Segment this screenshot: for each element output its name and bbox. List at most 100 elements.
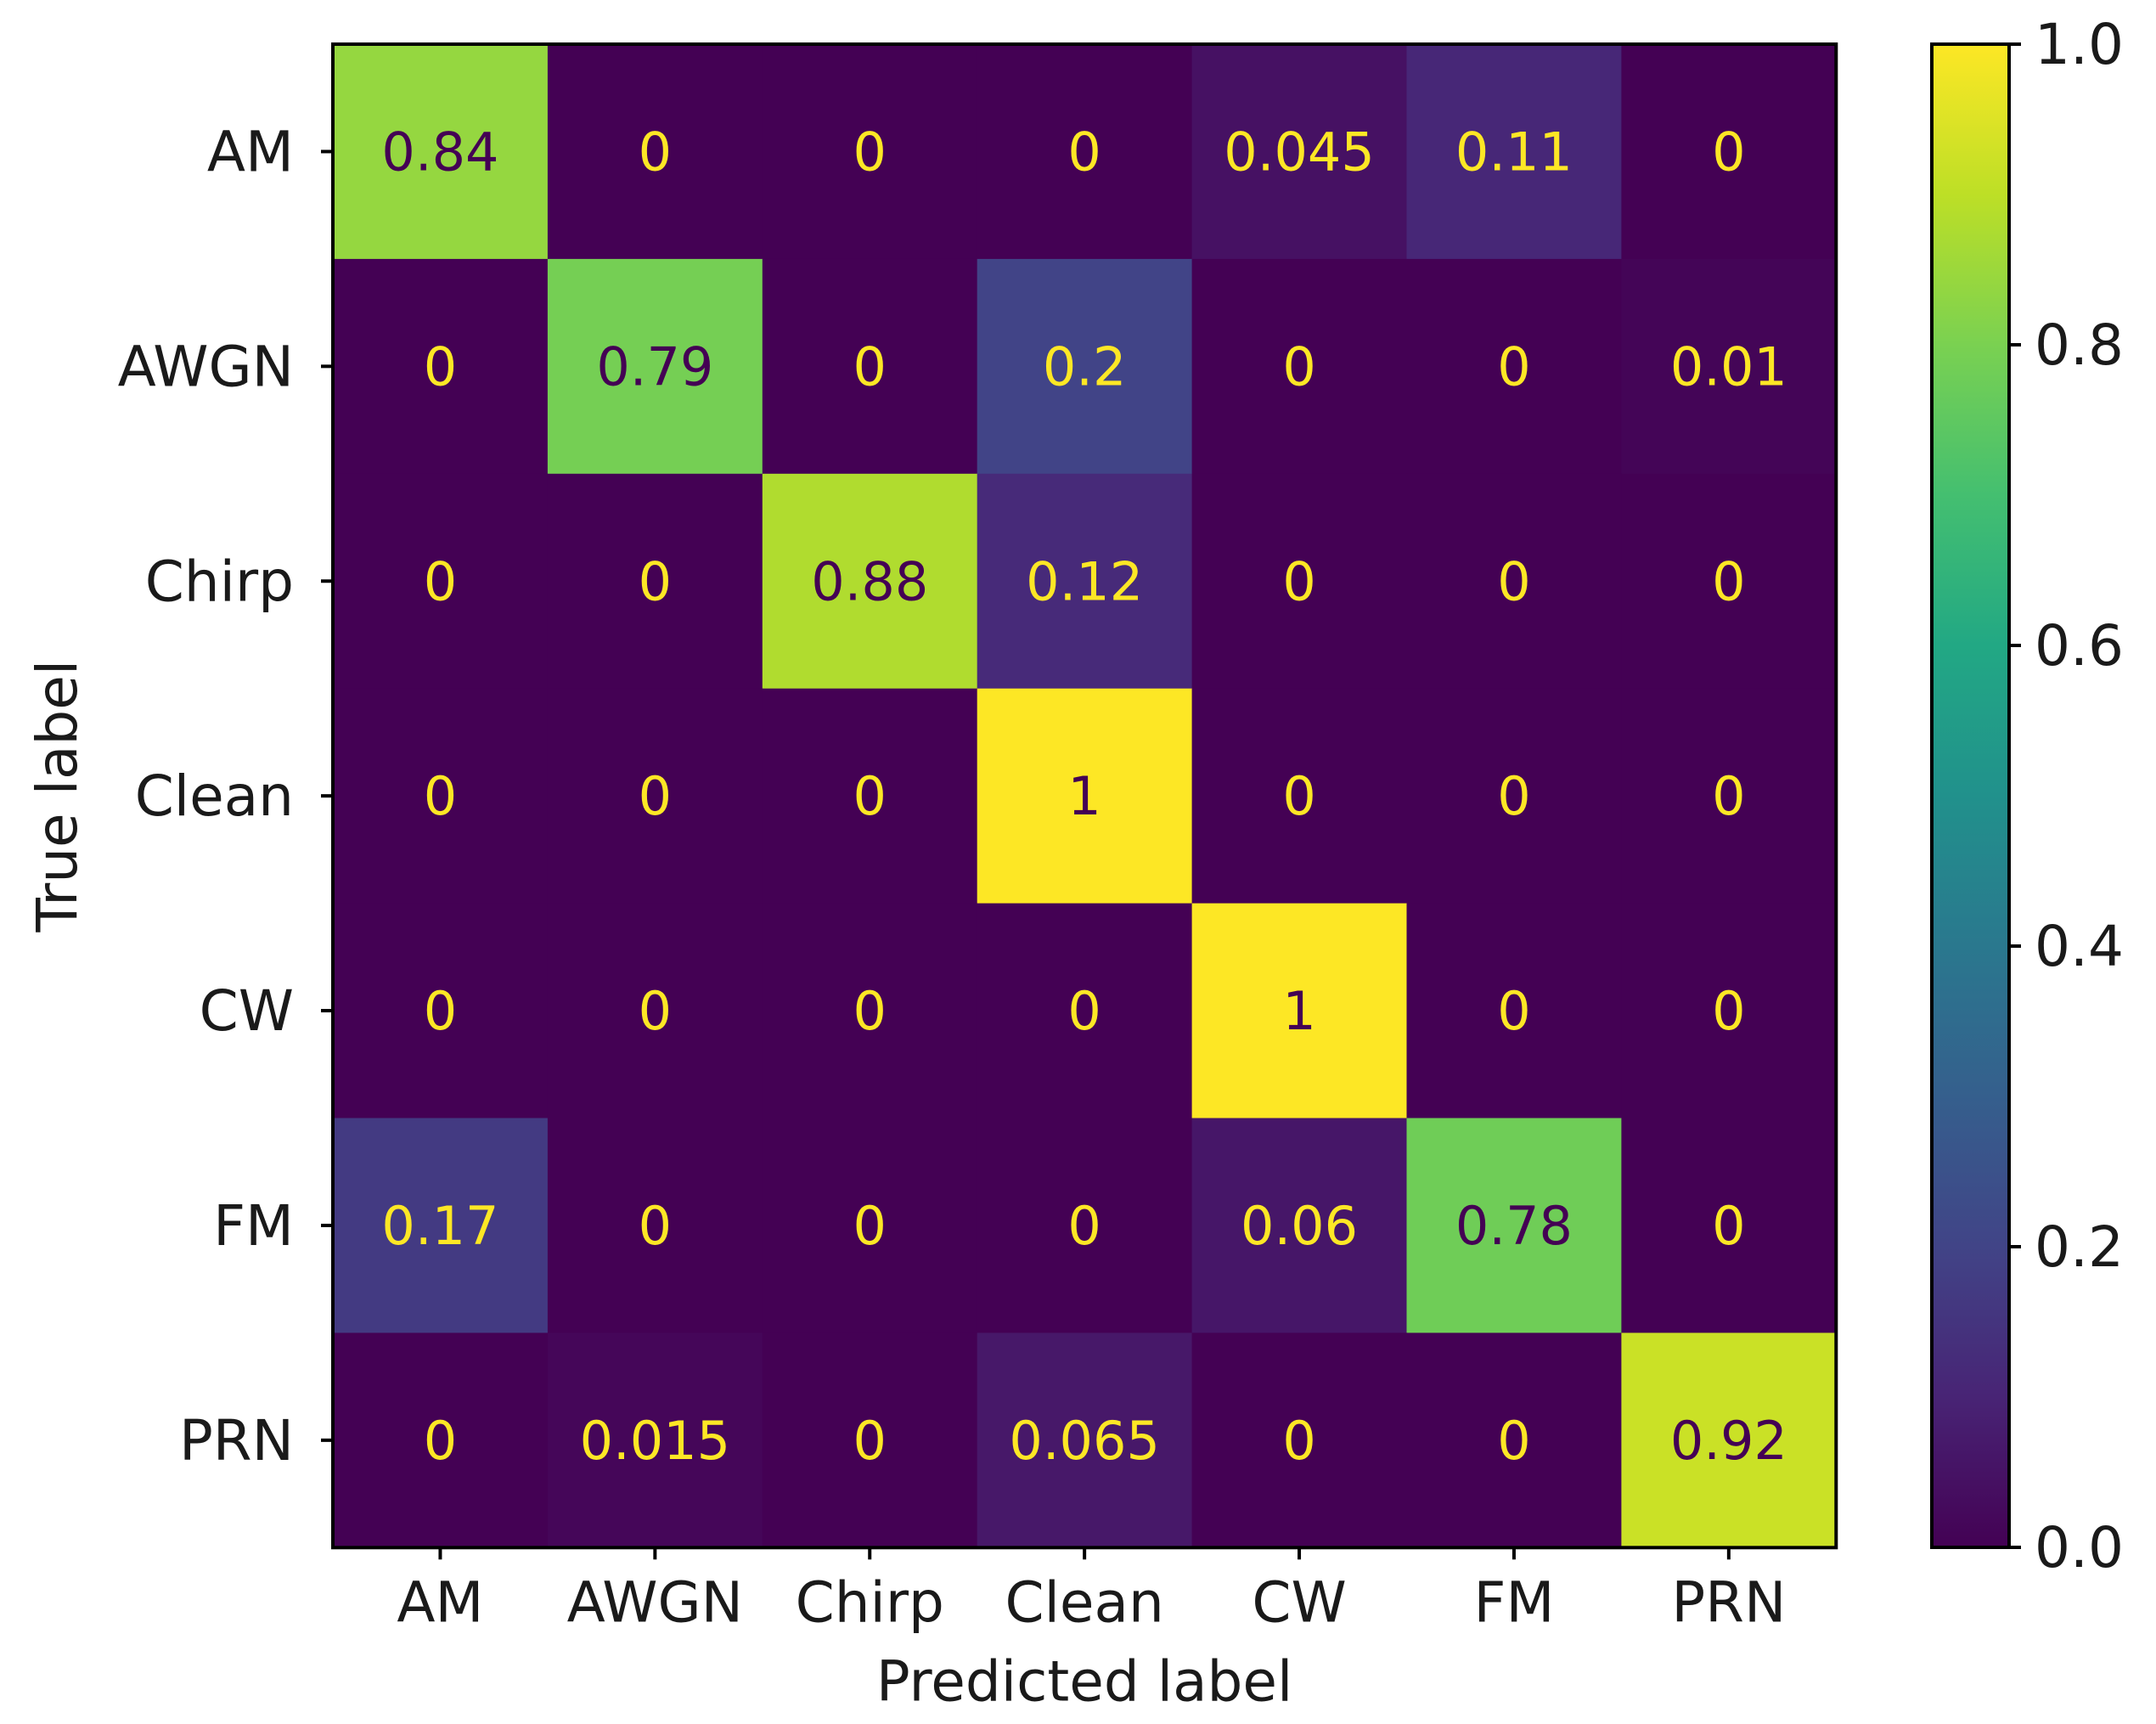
cell-value-label-r4-c1: 0 (639, 980, 672, 1042)
heatmap-cells (333, 44, 1837, 1548)
heatmap-cell-r2-c4 (1191, 473, 1408, 690)
heatmap-cell-r4-c3 (977, 903, 1193, 1119)
heatmap-cell-r1-c1 (547, 258, 763, 475)
heatmap-cell-r5-c5 (1406, 1118, 1622, 1333)
cell-value-label-r1-c2: 0 (853, 335, 887, 397)
cell-value-label-r2-c3: 0.12 (1026, 550, 1143, 612)
cell-value-label-r4-c4: 1 (1282, 980, 1315, 1042)
x-tick-label-1: AWGN (567, 1569, 743, 1635)
heatmap-cell-r3-c5 (1406, 688, 1622, 904)
heatmap-cell-r4-c1 (547, 903, 763, 1119)
cell-value-label-r4-c2: 0 (853, 980, 887, 1042)
heatmap-cell-r0-c1 (547, 44, 763, 260)
colorbar-tick-label-4: 0.8 (2035, 313, 2124, 378)
cell-value-label-r4-c5: 0 (1497, 980, 1530, 1042)
cell-value-label-r1-c3: 0.2 (1043, 335, 1127, 397)
heatmap-cell-r2-c2 (762, 473, 978, 690)
heatmap-cell-r2-c5 (1406, 473, 1622, 690)
cell-value-label-r3-c4: 0 (1282, 765, 1315, 827)
heatmap-cell-r3-c4 (1191, 688, 1408, 904)
cell-value-label-r0-c6: 0 (1712, 121, 1745, 183)
heatmap-cell-r5-c1 (547, 1118, 763, 1333)
cell-value-label-r6-c3: 0.065 (1009, 1410, 1160, 1472)
cell-value-label-r0-c5: 0.11 (1455, 121, 1573, 183)
heatmap-cell-r5-c0 (333, 1118, 549, 1333)
x-tick-label-0: AM (397, 1569, 483, 1635)
x-tick-label-4: CW (1252, 1569, 1346, 1635)
colorbar-tick-label-1: 0.2 (2035, 1214, 2124, 1280)
heatmap-cell-r4-c6 (1621, 903, 1837, 1119)
heatmap-cell-r3-c2 (762, 688, 978, 904)
cell-value-label-r6-c6: 0.92 (1670, 1410, 1787, 1472)
heatmap-cell-r1-c0 (333, 258, 549, 475)
x-tick-label-5: FM (1473, 1569, 1554, 1635)
cell-value-label-r2-c4: 0 (1282, 550, 1315, 612)
x-axis-title: Predicted label (876, 1648, 1292, 1714)
heatmap-cell-r1-c6 (1621, 258, 1837, 475)
cell-value-label-r2-c2: 0.88 (811, 550, 928, 612)
heatmap-cell-labels: 0.84 0 0 0 0.045 0.11 0 0 0.79 0 0.2 0 0 0.01 0 0 0.88 0.… (381, 121, 1787, 1471)
cell-value-label-r2-c1: 0 (639, 550, 672, 612)
heatmap-cell-r3-c1 (547, 688, 763, 904)
cell-value-label-r1-c1: 0.79 (596, 335, 713, 397)
cell-value-label-r1-c6: 0.01 (1670, 335, 1787, 397)
heatmap-cell-r1-c4 (1191, 258, 1408, 475)
cell-value-label-r5-c2: 0 (853, 1195, 887, 1257)
cell-value-label-r0-c4: 0.045 (1224, 121, 1375, 183)
heatmap-cell-r6-c1 (547, 1332, 763, 1548)
heatmap-cell-r1-c3 (977, 258, 1193, 475)
colorbar-tick-label-0: 0.0 (2035, 1515, 2124, 1580)
heatmap-cell-r5-c2 (762, 1118, 978, 1333)
heatmap-cell-r3-c3 (977, 688, 1193, 904)
x-tick-label-2: Chirp (796, 1569, 944, 1635)
y-tick-label-6: PRN (179, 1408, 294, 1473)
heatmap-axes: AM AWGN Chirp Clean CW FM PRN AM AWGN Chirp Clean C… (118, 42, 1838, 1635)
cell-value-label-r3-c5: 0 (1497, 765, 1530, 827)
y-tick-label-1: AWGN (118, 334, 294, 399)
colorbar-tick-label-3: 0.6 (2035, 613, 2124, 679)
heatmap-cell-r6-c6 (1621, 1332, 1837, 1548)
cell-value-label-r5-c0: 0.17 (381, 1195, 498, 1257)
colorbar-tick-label-2: 0.4 (2035, 914, 2124, 979)
cell-value-label-r2-c6: 0 (1712, 550, 1745, 612)
cell-value-label-r3-c2: 0 (853, 765, 887, 827)
y-tick-label-2: Chirp (145, 549, 294, 614)
heatmap-cell-r6-c2 (762, 1332, 978, 1548)
cell-value-label-r3-c0: 0 (424, 765, 457, 827)
heatmap-cell-r5-c6 (1621, 1118, 1837, 1333)
y-axis-title: True label (25, 660, 90, 933)
cell-value-label-r5-c6: 0 (1712, 1195, 1745, 1257)
heatmap-cell-r6-c5 (1406, 1332, 1622, 1548)
heatmap-cell-r6-c4 (1191, 1332, 1408, 1548)
y-tick-label-3: Clean (135, 763, 294, 829)
heatmap-cell-r2-c6 (1621, 473, 1837, 690)
heatmap-cell-r0-c2 (762, 44, 978, 260)
heatmap-cell-r6-c0 (333, 1332, 549, 1548)
heatmap-cell-r2-c0 (333, 473, 549, 690)
cell-value-label-r4-c6: 0 (1712, 980, 1745, 1042)
heatmap-cell-r4-c5 (1406, 903, 1622, 1119)
cell-value-label-r3-c3: 1 (1067, 765, 1101, 827)
heatmap-cell-r4-c2 (762, 903, 978, 1119)
cell-value-label-r6-c2: 0 (853, 1410, 887, 1472)
y-tick-label-0: AM (207, 119, 294, 184)
cell-value-label-r6-c1: 0.015 (580, 1410, 731, 1472)
cell-value-label-r6-c5: 0 (1497, 1410, 1530, 1472)
cell-value-label-r3-c1: 0 (639, 765, 672, 827)
heatmap-cell-r5-c4 (1191, 1118, 1408, 1333)
cell-value-label-r0-c3: 0 (1067, 121, 1101, 183)
heatmap-cell-r0-c5 (1406, 44, 1622, 260)
cell-value-label-r2-c0: 0 (424, 550, 457, 612)
cell-value-label-r6-c0: 0 (424, 1410, 457, 1472)
x-tick-label-6: PRN (1671, 1569, 1786, 1635)
cell-value-label-r6-c4: 0 (1282, 1410, 1315, 1472)
cell-value-label-r5-c3: 0 (1067, 1195, 1101, 1257)
heatmap-cell-r6-c3 (977, 1332, 1193, 1548)
heatmap-cell-r4-c4 (1191, 903, 1408, 1119)
heatmap-cell-r1-c2 (762, 258, 978, 475)
cell-value-label-r4-c3: 0 (1067, 980, 1101, 1042)
heatmap-cell-r3-c0 (333, 688, 549, 904)
cell-value-label-r5-c1: 0 (639, 1195, 672, 1257)
heatmap-cell-r0-c4 (1191, 44, 1408, 260)
